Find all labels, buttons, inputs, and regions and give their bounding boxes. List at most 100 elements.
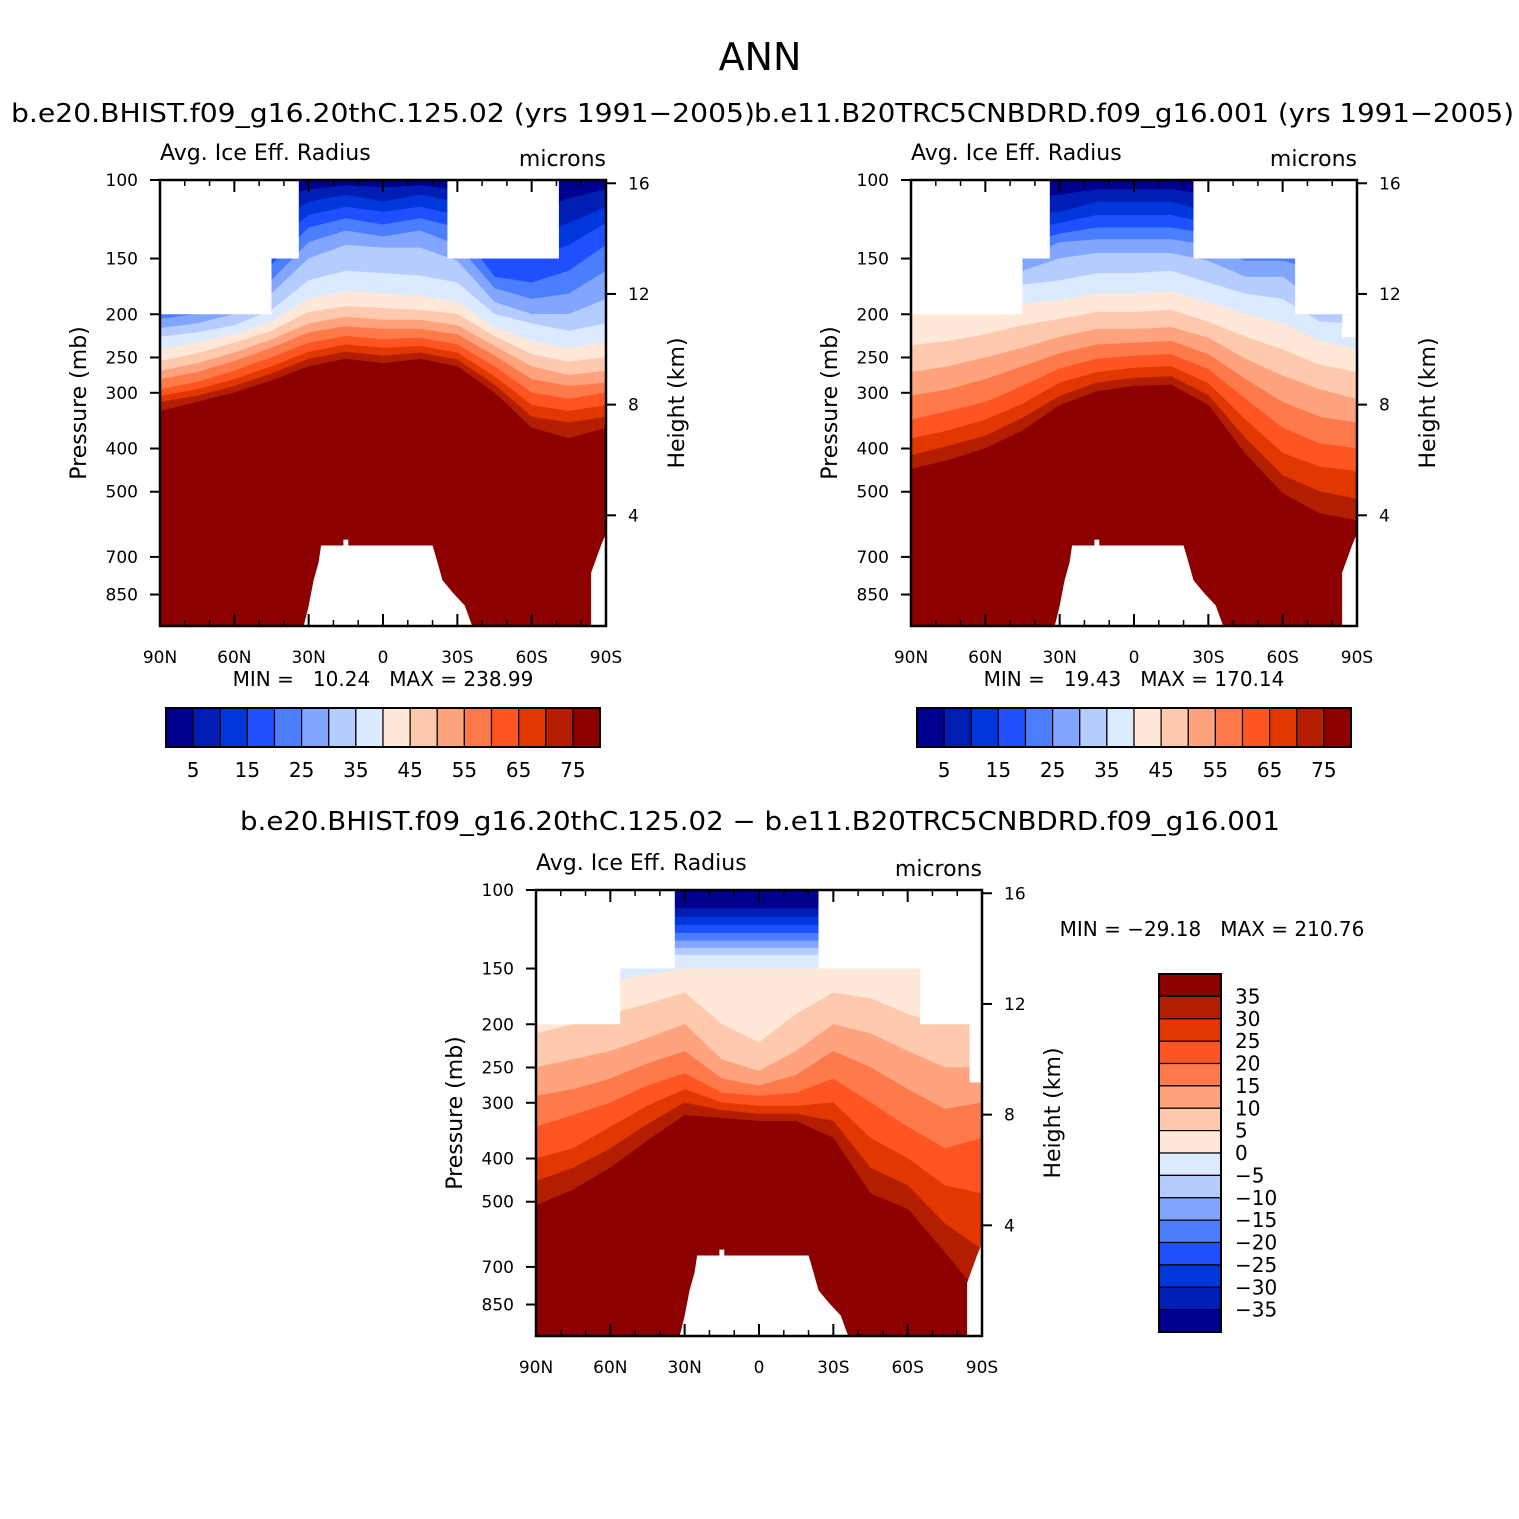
colorbar-swatch — [1158, 1085, 1222, 1109]
figure-title: ANN — [719, 35, 802, 79]
y-tick-label: 300 — [106, 384, 138, 404]
missing-region — [160, 180, 299, 259]
panel-1: b.e20.BHIST.f09_g16.20thC.125.02 (yrs 19… — [11, 99, 755, 782]
y-tick-label: 400 — [857, 440, 889, 460]
x-tick-label: 0 — [1129, 648, 1140, 668]
y-tick-label: 700 — [857, 548, 889, 568]
colorbar-swatch — [1241, 707, 1271, 748]
colorbar-frame — [165, 707, 601, 748]
colorbar-label: 25 — [1040, 758, 1065, 782]
panel-2-minmax: MIN = 19.43 MAX = 170.14 — [984, 667, 1285, 691]
panel-2-colorbar: 5 15 25 35 45 55 65 75 — [916, 707, 1352, 782]
colorbar-label: 5 — [187, 758, 200, 782]
colorbar-swatch — [165, 707, 194, 748]
colorbar-label: 0 — [1235, 1141, 1248, 1165]
panel-3: b.e20.BHIST.f09_g16.20thC.125.02 − b.e11… — [240, 807, 1364, 1378]
colorbar-swatch — [1158, 1018, 1222, 1042]
colorbar-label: 75 — [560, 758, 585, 782]
panel-2: b.e11.B20TRC5CNBDRD.f09_g16.001 (yrs 199… — [754, 99, 1514, 782]
x-tick-label: 30N — [291, 648, 325, 668]
colorbar-swatch — [1158, 1040, 1222, 1065]
x-tick-label: 30N — [667, 1358, 701, 1378]
colorbar-swatch — [1106, 707, 1135, 748]
y-tick-label: 200 — [106, 305, 138, 325]
panel-1-ylabel: Pressure (mb) — [67, 326, 92, 480]
colorbar-swatch — [1214, 707, 1244, 748]
colorbar-swatch — [1158, 1264, 1222, 1288]
y-tick-label: 500 — [106, 483, 138, 503]
missing-region — [818, 890, 982, 969]
y2-tick-label: 12 — [1004, 995, 1026, 1015]
colorbar-swatch — [1079, 707, 1108, 748]
panel-2-title: b.e11.B20TRC5CNBDRD.f09_g16.001 (yrs 199… — [754, 99, 1514, 129]
x-tick-label: 30S — [1192, 648, 1224, 668]
colorbar-swatch — [572, 707, 601, 748]
y-tick-label: 200 — [857, 305, 889, 325]
y2-tick-label: 8 — [1004, 1106, 1015, 1126]
colorbar-label: 25 — [289, 758, 314, 782]
missing-region — [1295, 258, 1357, 315]
colorbar-swatch — [301, 707, 330, 748]
panel-3-units: microns — [895, 857, 982, 882]
y2-tick-label: 4 — [628, 506, 639, 526]
missing-region — [1193, 180, 1357, 259]
colorbar-label: 15 — [235, 758, 260, 782]
y-tick-label: 100 — [482, 881, 514, 901]
colorbar-swatch — [192, 707, 221, 748]
colorbar-swatch — [1187, 707, 1216, 748]
colorbar-swatch — [545, 707, 574, 748]
colorbar-swatch — [970, 707, 999, 748]
colorbar-swatch — [943, 707, 972, 748]
x-tick-label: 60N — [968, 648, 1002, 668]
y-tick-label: 150 — [106, 250, 138, 270]
panel-1-colorbar: 5 15 25 35 45 55 65 75 — [165, 707, 601, 782]
panel-3-plot: 90N 60N 30N 0 30S 60S 90S 100 150 200 250 300 400 500… — [482, 881, 1026, 1378]
y2-tick-label: 16 — [628, 174, 650, 194]
y-tick-label: 500 — [482, 1193, 514, 1213]
y-tick-label: 150 — [482, 960, 514, 980]
colorbar-label: 5 — [1235, 1119, 1248, 1143]
colorbar-swatch — [219, 707, 248, 748]
topography — [967, 1243, 982, 1336]
missing-region — [969, 1024, 982, 1083]
x-tick-label: 30S — [817, 1358, 849, 1378]
y-tick-label: 400 — [106, 440, 138, 460]
colorbar-label: 35 — [343, 758, 368, 782]
colorbar-label: 30 — [1235, 1007, 1260, 1031]
y-tick-label: 100 — [857, 171, 889, 191]
topography — [1342, 533, 1357, 626]
x-tick-label: 60N — [217, 648, 251, 668]
panel-1-units: microns — [519, 147, 606, 172]
topography — [591, 533, 606, 626]
y-tick-label: 250 — [106, 348, 138, 368]
colorbar-swatch — [490, 707, 520, 748]
y2-tick-label: 4 — [1379, 506, 1390, 526]
x-tick-label: 90N — [894, 648, 928, 668]
panel-1-y2label: Height (km) — [665, 337, 690, 468]
colorbar-label: 35 — [1094, 758, 1119, 782]
colorbar-swatch — [1133, 707, 1162, 748]
colorbar-label: 55 — [452, 758, 477, 782]
colorbar-swatch — [916, 707, 945, 748]
y-tick-label: 250 — [482, 1058, 514, 1078]
colorbar-frame — [916, 707, 1352, 748]
panel-1-title: b.e20.BHIST.f09_g16.20thC.125.02 (yrs 19… — [11, 99, 755, 129]
colorbar-label: 65 — [506, 758, 531, 782]
colorbar-label: 45 — [397, 758, 422, 782]
colorbar-swatch — [1160, 707, 1189, 748]
colorbar-label: 25 — [1235, 1029, 1260, 1053]
colorbar-label: −35 — [1235, 1298, 1277, 1322]
colorbar-swatch — [1158, 1130, 1222, 1154]
topography — [679, 1249, 849, 1336]
colorbar-swatch — [1158, 1219, 1222, 1244]
panel-3-y2label: Height (km) — [1041, 1047, 1066, 1178]
colorbar-label: 65 — [1257, 758, 1282, 782]
y2-tick-label: 16 — [1004, 884, 1026, 904]
y2-tick-label: 12 — [1379, 285, 1401, 305]
colorbar-label: 5 — [938, 758, 951, 782]
missing-region — [536, 968, 621, 1025]
x-tick-label: 90S — [1341, 648, 1373, 668]
y-tick-label: 300 — [482, 1094, 514, 1114]
